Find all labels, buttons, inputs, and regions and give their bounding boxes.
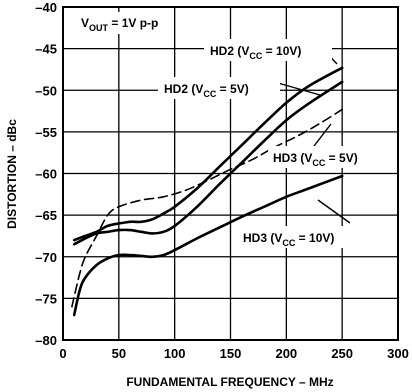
y-tick-label: –80	[35, 333, 57, 348]
series-line-hd3-10v	[72, 174, 344, 317]
x-axis-label: FUNDAMENTAL FREQUENCY – MHz	[126, 375, 333, 389]
x-tick-label: 250	[331, 346, 353, 361]
curves	[71, 66, 344, 317]
y-tick-label: –55	[35, 125, 57, 140]
x-tick-label: 300	[387, 346, 409, 361]
svg-text:HD2 (VCC = 5V): HD2 (VCC = 5V)	[164, 82, 249, 99]
series-line-hd2-10v	[72, 66, 344, 242]
svg-text:HD3 (VCC = 10V): HD3 (VCC = 10V)	[243, 231, 334, 248]
y-tick-label: –70	[35, 250, 57, 265]
condition-label: VOUT = 1V p-p	[81, 16, 158, 33]
series-labels: HD2 (VCC = 10V) HD2 (VCC = 5V) HD3 (VCC …	[158, 39, 394, 248]
series-label-hd3-5v: HD3 (VCC = 5V)	[268, 123, 394, 168]
x-tick-label: 200	[275, 346, 297, 361]
y-tick-label: –45	[35, 42, 57, 57]
y-tick-label: –65	[35, 208, 57, 223]
series-label-hd3-10v: HD3 (VCC = 10V)	[237, 199, 387, 248]
y-tick-label: –40	[35, 0, 57, 15]
plot-frame	[62, 6, 399, 341]
y-axis-label: DISTORTION – dBc	[5, 119, 19, 229]
tick-labels: 0 50 100 150 200 250 300 –40 –45 –50 –55 –60 –65 –70 –…	[35, 0, 409, 361]
x-tick-label: 150	[220, 346, 242, 361]
leader-line-hd3-10v	[317, 199, 351, 224]
x-tick-label: 100	[164, 346, 186, 361]
svg-text:HD3 (VCC = 5V): HD3 (VCC = 5V)	[273, 151, 358, 168]
x-tick-label: 0	[59, 346, 66, 361]
series-line-hd3-5v	[71, 108, 343, 308]
y-tick-label: –60	[35, 167, 57, 182]
x-tick-label: 50	[112, 346, 126, 361]
svg-text:HD2 (VCC = 10V): HD2 (VCC = 10V)	[210, 44, 301, 61]
condition-label-box: VOUT = 1V p-p	[76, 12, 172, 34]
series-line-hd2-5v	[72, 80, 344, 246]
series-label-hd2-10v: HD2 (VCC = 10V)	[204, 39, 338, 65]
leader-line-hd3-5v	[313, 123, 332, 147]
series-label-hd2-5v: HD2 (VCC = 5V)	[158, 77, 321, 99]
y-tick-label: –50	[35, 83, 57, 98]
y-tick-label: –75	[35, 291, 57, 306]
leader-line-hd2-5v	[277, 82, 321, 96]
